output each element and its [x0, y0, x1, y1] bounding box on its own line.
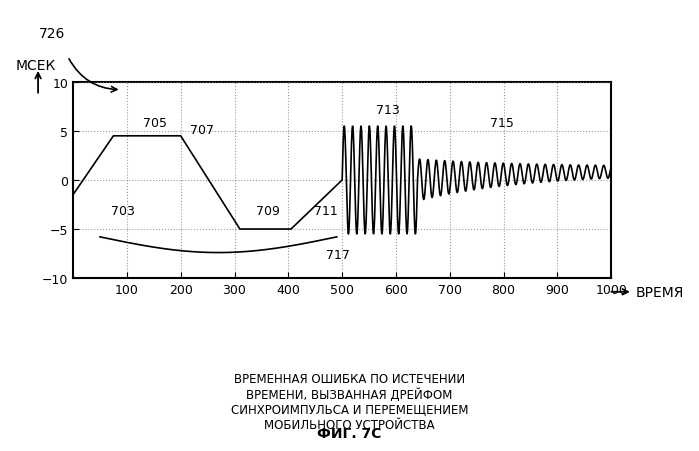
Text: 709: 709 [256, 205, 280, 218]
Text: 717: 717 [326, 249, 350, 262]
Text: 715: 715 [490, 117, 514, 130]
Text: 703: 703 [110, 205, 135, 218]
Text: 707: 707 [190, 124, 215, 137]
Text: ВРЕМЯ: ВРЕМЯ [635, 285, 684, 299]
Text: 711: 711 [314, 205, 338, 218]
Text: 705: 705 [143, 117, 167, 130]
Text: 713: 713 [375, 104, 399, 117]
Text: ФИГ. 7C: ФИГ. 7C [317, 426, 382, 440]
Text: ВРЕМЕННАЯ ОШИБКА ПО ИСТЕЧЕНИИ
ВРЕМЕНИ, ВЫЗВАННАЯ ДРЕЙФОМ
СИНХРОИМПУЛЬСА И ПЕРЕМЕ: ВРЕМЕННАЯ ОШИБКА ПО ИСТЕЧЕНИИ ВРЕМЕНИ, В… [231, 372, 468, 431]
Text: 726: 726 [38, 28, 65, 41]
Text: МСЕК: МСЕК [15, 59, 55, 73]
